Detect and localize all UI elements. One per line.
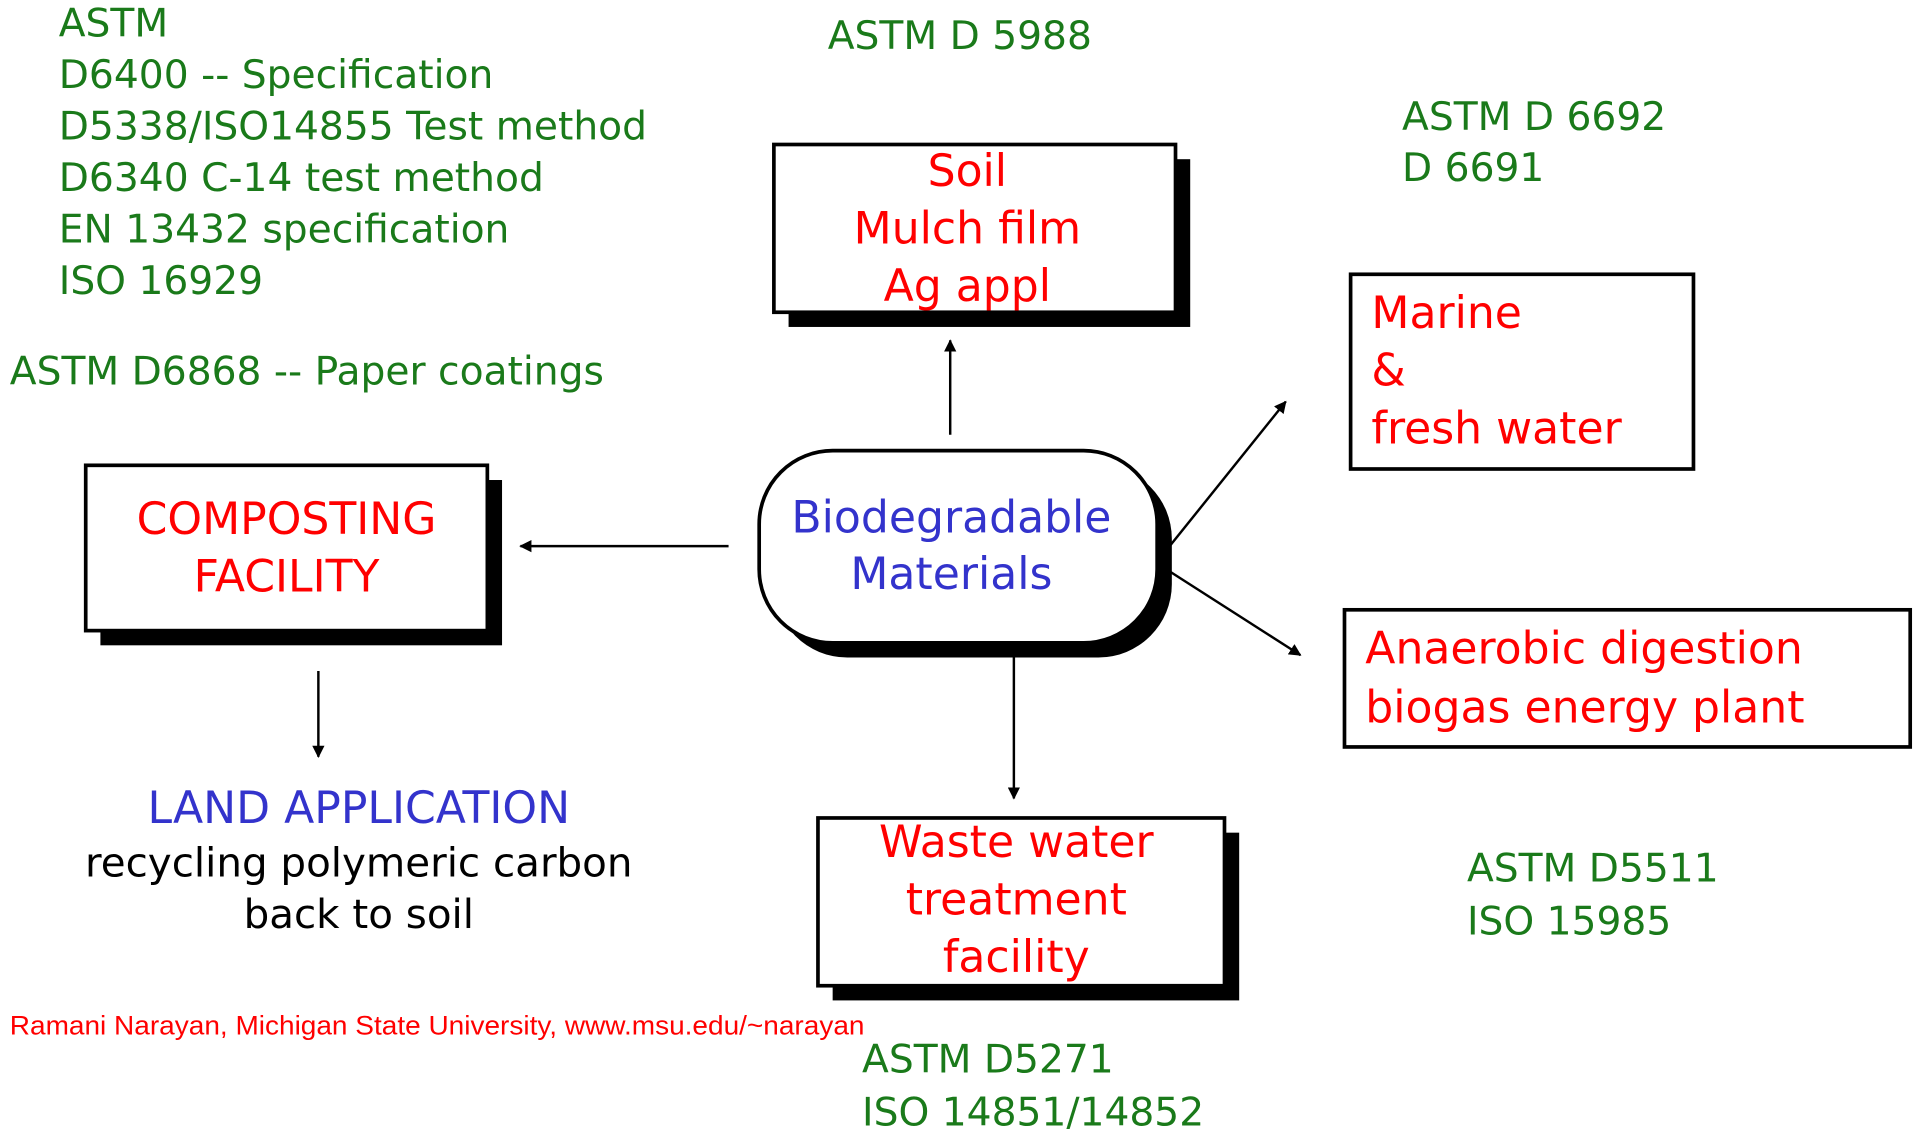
node-label: fresh water [1371, 403, 1622, 454]
standard-text: ASTM D5271 [862, 1038, 1114, 1083]
wastewater-box [816, 816, 1227, 988]
standard-text: D5338/ISO14855 Test method [59, 105, 647, 150]
standard-text: ISO 14851/14852 [862, 1090, 1204, 1129]
standard-text: ASTM D 6692 [1402, 95, 1666, 140]
standard-text: D 6691 [1402, 146, 1544, 191]
credit: Ramani Narayan, Michigan State Universit… [10, 1011, 865, 1041]
center-box [757, 448, 1159, 645]
node-label: facility [943, 932, 1090, 983]
land-text: recycling polymeric carbon [85, 839, 632, 887]
standard-text: EN 13432 specification [59, 207, 510, 252]
standard-text: ISO 15985 [1467, 899, 1671, 944]
standard-text: D6400 -- Specification [59, 53, 494, 98]
node-label: Marine [1371, 288, 1521, 339]
land-text: back to soil [244, 890, 474, 938]
texts: ASTM D6400 -- Specification D5338/ISO14855… [10, 2, 1805, 1129]
standard-text: ISO 16929 [59, 259, 263, 304]
standard-text: D6340 C-14 test method [59, 156, 544, 201]
node-label: FACILITY [194, 551, 381, 602]
node-label: Materials [850, 549, 1052, 600]
node-label: & [1371, 346, 1405, 397]
node-label: Biodegradable [791, 493, 1111, 544]
node-label: COMPOSTING [137, 494, 437, 545]
land-title: LAND APPLICATION [147, 783, 570, 834]
standard-text: ASTM D6868 -- Paper coatings [10, 350, 604, 395]
arrow [1159, 400, 1287, 558]
node-label: biogas energy plant [1365, 682, 1804, 733]
soil-box [772, 142, 1178, 315]
composting-box [83, 463, 490, 633]
standard-text: ASTM [59, 2, 168, 47]
arrow [1160, 564, 1302, 657]
node-label: Mulch film [854, 204, 1081, 255]
standard-text: ASTM D5511 [1467, 847, 1719, 892]
node-label: Anaerobic digestion [1365, 624, 1803, 675]
node-label: Ag appl [884, 261, 1051, 312]
node-label: treatment [906, 875, 1127, 926]
anaerobic-box [1342, 607, 1913, 749]
standard-text: ASTM D 5988 [828, 14, 1092, 59]
node-label: Soil [928, 146, 1007, 197]
marine-box [1348, 272, 1696, 471]
node-label: Waste water [879, 817, 1155, 868]
